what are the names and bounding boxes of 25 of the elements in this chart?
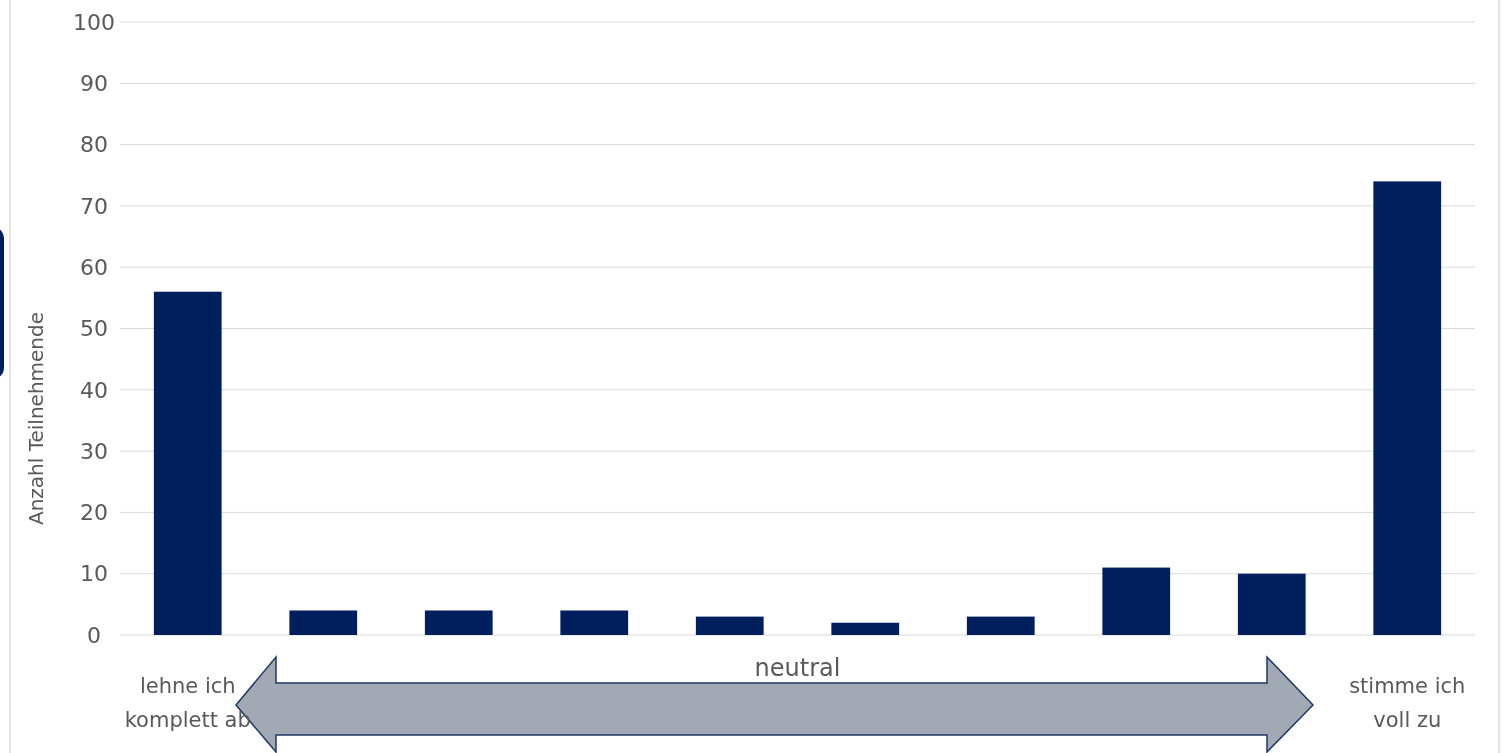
- y-tick-label: 40: [80, 377, 108, 403]
- bar: [153, 291, 222, 635]
- y-tick-label: 80: [80, 132, 108, 158]
- y-tick-label: 20: [80, 500, 108, 526]
- y-tick-label: 50: [80, 316, 108, 342]
- y-tick-label: 10: [80, 561, 108, 587]
- y-tick-label: 90: [80, 71, 108, 96]
- bar: [1373, 181, 1442, 635]
- bar: [1102, 567, 1171, 635]
- bar: [1237, 573, 1306, 635]
- text: neutral: [754, 654, 841, 682]
- y-axis-title: Anzahl Teilnehmende: [24, 311, 48, 526]
- y-tick-label: 30: [80, 438, 108, 464]
- bar: [966, 616, 1035, 635]
- x-tick-label: stimme ich voll zu: [1349, 674, 1466, 732]
- y-tick-label: 60: [80, 254, 108, 280]
- bar: [560, 610, 629, 635]
- y-tick-label: 0: [87, 622, 101, 648]
- bar: [831, 622, 900, 635]
- y-tick-label: 70: [80, 193, 108, 219]
- y-tick-label: 100: [73, 9, 115, 35]
- bar: [289, 610, 358, 635]
- bar: [424, 610, 493, 635]
- x-tick-label: lehne ich komplett ab: [124, 674, 251, 732]
- bar: [695, 616, 764, 635]
